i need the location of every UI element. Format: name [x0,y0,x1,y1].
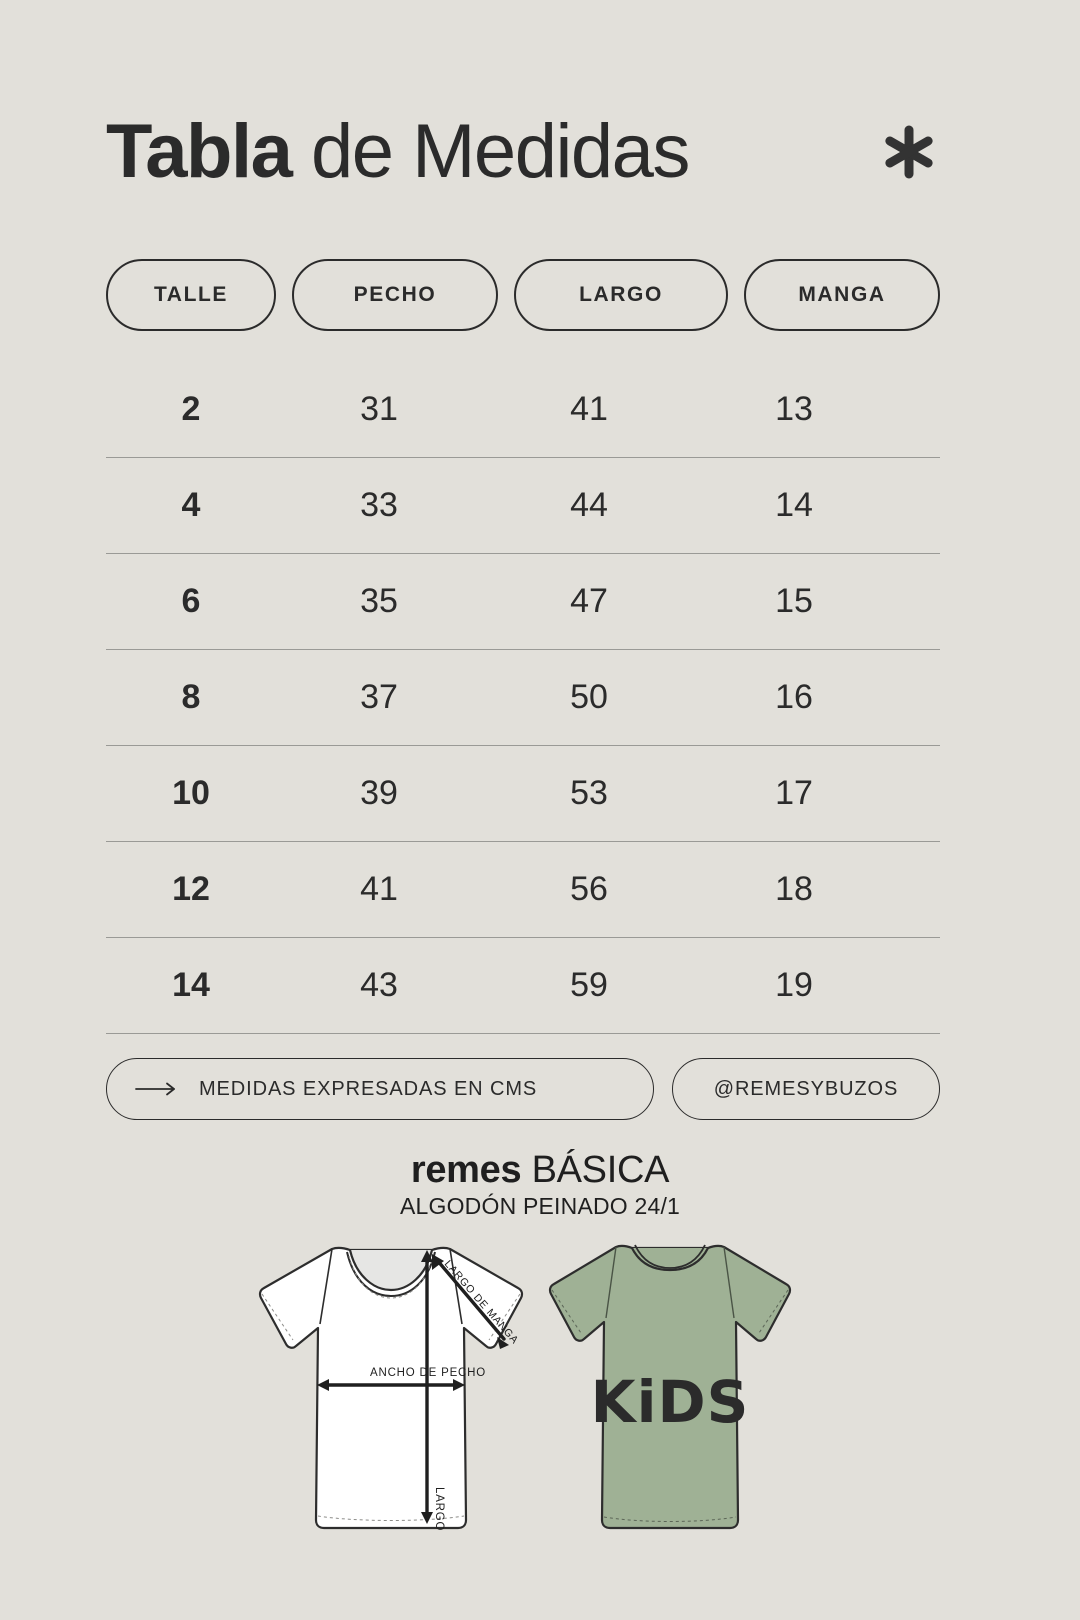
cell-talle: 10 [172,774,210,812]
front-shirt-diagram: ANCHO DE PECHO LARGO LARGO DE MANGA [258,1246,524,1531]
cell-manga: 19 [775,966,813,1004]
product-name-bold: remes [410,1149,522,1191]
cell-talle: 6 [181,582,201,620]
cell-largo: 44 [570,486,608,524]
cell-largo: 56 [570,870,608,908]
units-note-label: MEDIDAS EXPRESADAS EN CMS [199,1077,538,1100]
cell-manga: 17 [775,774,813,812]
cell-largo: 53 [570,774,608,812]
cell-manga: 18 [775,870,813,908]
length-measure-label: LARGO [433,1487,445,1531]
arrow-right-icon [135,1082,177,1096]
cell-pecho: 39 [360,774,398,812]
product-name: remes BÁSICA [0,1149,1080,1191]
table-row: 6 35 47 15 [106,554,940,650]
column-header-largo[interactable]: LARGO [514,259,728,331]
cell-pecho: 33 [360,486,398,524]
footer-row: MEDIDAS EXPRESADAS EN CMS @REMESYBUZOS [106,1058,940,1120]
cell-pecho: 35 [360,582,398,620]
measurements-table: 2 31 41 13 4 33 44 14 6 35 47 15 8 37 50… [106,362,940,1034]
table-row: 8 37 50 16 [106,650,940,746]
social-handle-label: @REMESYBUZOS [713,1077,899,1100]
cell-talle: 2 [181,390,201,428]
page-header: Tabla de Medidas [106,104,946,200]
column-header-largo-label: LARGO [579,283,663,306]
cell-pecho: 37 [360,678,398,716]
back-print-label: KiDS [591,1368,750,1436]
units-note-pill[interactable]: MEDIDAS EXPRESADAS EN CMS [106,1058,654,1120]
cell-manga: 14 [775,486,813,524]
cell-largo: 47 [570,582,608,620]
product-name-light: BÁSICA [521,1149,670,1191]
column-header-pecho-label: PECHO [353,283,437,306]
cell-largo: 41 [570,390,608,428]
asterisk-icon [878,121,940,183]
page-title-bold: Tabla [106,109,293,194]
table-row: 12 41 56 18 [106,842,940,938]
product-label: remes BÁSICA ALGODÓN PEINADO 24/1 [0,1149,1080,1220]
cell-pecho: 41 [360,870,398,908]
shirt-diagrams: ANCHO DE PECHO LARGO LARGO DE MANGA [0,1232,1080,1562]
page-title-regular: de Medidas [291,109,690,194]
page-title: Tabla de Medidas [106,114,690,190]
social-handle-pill[interactable]: @REMESYBUZOS [672,1058,940,1120]
cell-pecho: 43 [360,966,398,1004]
column-header-talle-label: TALLE [153,283,229,306]
cell-talle: 12 [172,870,210,908]
column-header-manga[interactable]: MANGA [744,259,940,331]
cell-manga: 13 [775,390,813,428]
table-row: 10 39 53 17 [106,746,940,842]
cell-pecho: 31 [360,390,398,428]
column-header-pecho[interactable]: PECHO [292,259,498,331]
table-row: 2 31 41 13 [106,362,940,458]
cell-largo: 59 [570,966,608,1004]
table-header-row: TALLE PECHO LARGO MANGA [106,259,940,331]
column-header-manga-label: MANGA [798,283,886,306]
column-header-talle[interactable]: TALLE [106,259,276,331]
cell-manga: 16 [775,678,813,716]
cell-talle: 14 [172,966,210,1004]
cell-talle: 8 [181,678,201,716]
back-shirt-diagram: KiDS [548,1244,792,1530]
cell-largo: 50 [570,678,608,716]
cell-manga: 15 [775,582,813,620]
table-row: 14 43 59 19 [106,938,940,1034]
cell-talle: 4 [181,486,201,524]
product-subtitle: ALGODÓN PEINADO 24/1 [399,1193,681,1220]
table-row: 4 33 44 14 [106,458,940,554]
